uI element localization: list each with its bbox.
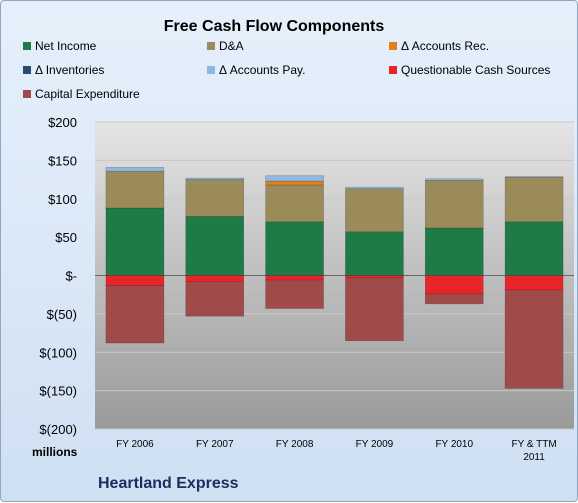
- bar-questionable-cash-sources: [504, 275, 564, 291]
- bar-d-a: [424, 180, 484, 229]
- legend-swatch-net-income: [23, 42, 31, 50]
- y-tick-label: $200: [48, 115, 77, 130]
- x-tick-label: FY 2009: [356, 439, 394, 450]
- bar-net-income: [105, 207, 165, 276]
- bar-net-income: [265, 221, 324, 276]
- bar-questionable-cash-sources: [185, 275, 245, 282]
- bar-delta-accounts-pay: [105, 166, 165, 172]
- bar-delta-accounts-pay: [185, 177, 245, 180]
- y-tick-label: $(150): [39, 384, 77, 399]
- bar-capital-expenditure: [504, 289, 564, 389]
- bar-stacks: [105, 166, 564, 389]
- bar-capital-expenditure: [105, 285, 165, 344]
- y-tick-label: $-: [65, 269, 77, 284]
- bar-d-a: [185, 179, 245, 217]
- x-axis: FY 2006 FY 2007 FY 2008 FY 2009 FY 2010 FY & …: [116, 439, 557, 463]
- legend-label-d-a: D&A: [219, 39, 244, 53]
- bar-d-a: [105, 170, 165, 209]
- legend-label-delta-inventories: Δ Inventories: [35, 63, 104, 77]
- bar-d-a: [345, 188, 404, 233]
- bar-questionable-cash-sources: [345, 275, 404, 279]
- bar-delta-accounts-rec: [265, 180, 324, 186]
- bar-capital-expenditure: [265, 279, 324, 309]
- bar-questionable-cash-sources: [265, 275, 324, 281]
- y-tick-label: $(50): [47, 307, 77, 322]
- y-axis: $200 $150 $100 $50 $- $(50) $(100) $(150) $(200): [39, 115, 77, 437]
- bar-net-income: [504, 221, 564, 276]
- x-tick-label: FY 2010: [435, 439, 473, 450]
- x-tick-label: FY & TTM 2011: [511, 439, 556, 463]
- legend-swatch-delta-accounts-pay: [207, 66, 215, 74]
- y-tick-label: $50: [55, 230, 77, 245]
- legend-label-net-income: Net Income: [35, 39, 97, 53]
- y-tick-label: $(100): [39, 345, 77, 360]
- bar-questionable-cash-sources: [424, 275, 484, 295]
- x-tick-label: FY 2006: [116, 439, 154, 450]
- bar-capital-expenditure: [185, 281, 245, 317]
- y-tick-label: $100: [48, 192, 77, 207]
- legend-label-capital-expenditure: Capital Expenditure: [35, 87, 140, 101]
- bar-questionable-cash-sources: [105, 275, 165, 286]
- chart-title: Free Cash Flow Components: [164, 18, 385, 35]
- bar-capital-expenditure: [424, 293, 484, 305]
- x-tick-label: FY 2008: [276, 439, 314, 450]
- y-unit-label: millions: [32, 445, 78, 459]
- bar-net-income: [185, 216, 245, 276]
- legend-swatch-delta-accounts-rec: [389, 42, 397, 50]
- company-name: Heartland Express: [98, 475, 239, 492]
- bar-delta-accounts-pay: [345, 186, 404, 190]
- bar-net-income: [424, 227, 484, 276]
- legend-swatch-delta-inventories: [23, 66, 31, 74]
- bar-d-a: [265, 184, 324, 223]
- legend-swatch-capital-expenditure: [23, 90, 31, 98]
- y-tick-label: $150: [48, 153, 77, 168]
- x-tick-label: FY 2007: [196, 439, 234, 450]
- gridlines: [95, 121, 574, 430]
- legend-label-delta-accounts-rec: Δ Accounts Rec.: [401, 39, 489, 53]
- bar-net-income: [345, 231, 404, 276]
- bar-delta-accounts-pay: [265, 175, 324, 182]
- legend-label-questionable-cash-sources: Questionable Cash Sources: [401, 63, 550, 77]
- bar-delta-accounts-pay: [504, 176, 564, 178]
- legend-swatch-d-a: [207, 42, 215, 50]
- legend-label-delta-accounts-pay: Δ Accounts Pay.: [219, 63, 306, 77]
- legend-swatch-questionable-cash-sources: [389, 66, 397, 74]
- y-tick-label: $(200): [39, 422, 77, 437]
- bar-capital-expenditure: [345, 277, 404, 342]
- bar-d-a: [504, 176, 564, 223]
- bar-delta-accounts-pay: [424, 178, 484, 181]
- legend: Net Income D&A Δ Accounts Rec. Δ Inventorie…: [23, 39, 550, 101]
